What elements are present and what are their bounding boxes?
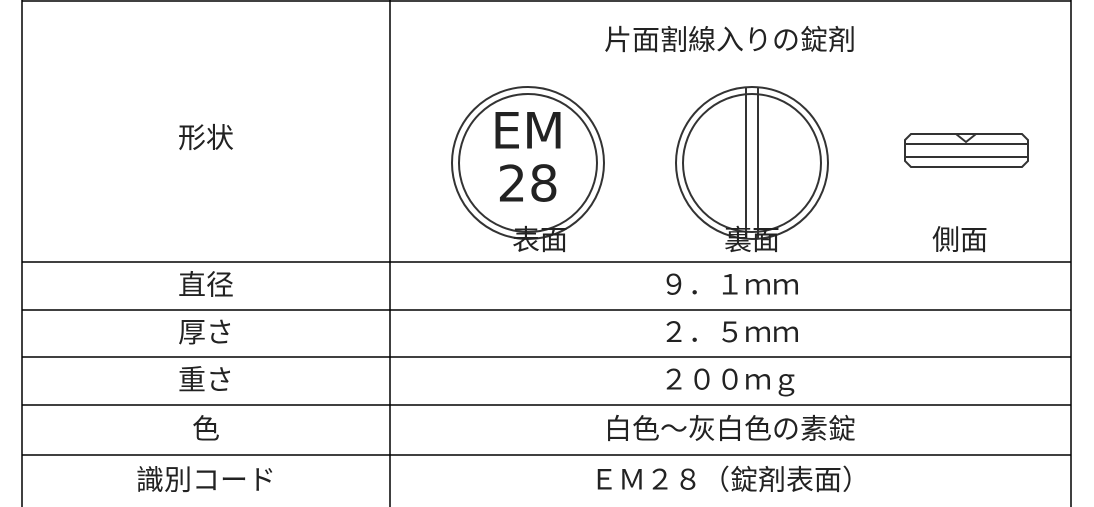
view-label: 裏面 <box>724 224 780 257</box>
row-label: 重さ <box>178 364 234 397</box>
tablet-bevel <box>682 93 822 233</box>
row-value: 白色～灰白色の素錠 <box>604 413 856 446</box>
table-grid <box>21 0 1072 507</box>
row-value: ＥＭ２８（錠剤表面） <box>590 464 870 497</box>
row-label: 厚さ <box>178 316 234 349</box>
row-label: 色 <box>192 413 220 446</box>
row-label: 形状 <box>178 122 234 155</box>
row-value: ２００ｍｇ <box>660 364 800 397</box>
front-view: EM 28 <box>451 86 605 240</box>
tablet-outline <box>675 86 829 240</box>
tablet-bevel <box>458 93 598 233</box>
tablet-outline <box>451 86 605 240</box>
shape-title: 片面割線入りの錠剤 <box>604 24 856 57</box>
row-value: ９．１ｍｍ <box>660 269 800 302</box>
tablet-side-edge <box>905 133 1028 158</box>
imprint: 28 <box>496 156 560 214</box>
view-label: 側面 <box>932 224 988 257</box>
side-view <box>904 133 1029 168</box>
row-value: ２．５ｍｍ <box>660 316 800 349</box>
back-view <box>675 86 829 240</box>
row-label: 識別コード <box>136 464 276 497</box>
row-label: 直径 <box>178 269 234 302</box>
tablet-side <box>904 133 1029 168</box>
imprint: EM <box>491 103 566 161</box>
view-label: 表面 <box>512 224 568 257</box>
